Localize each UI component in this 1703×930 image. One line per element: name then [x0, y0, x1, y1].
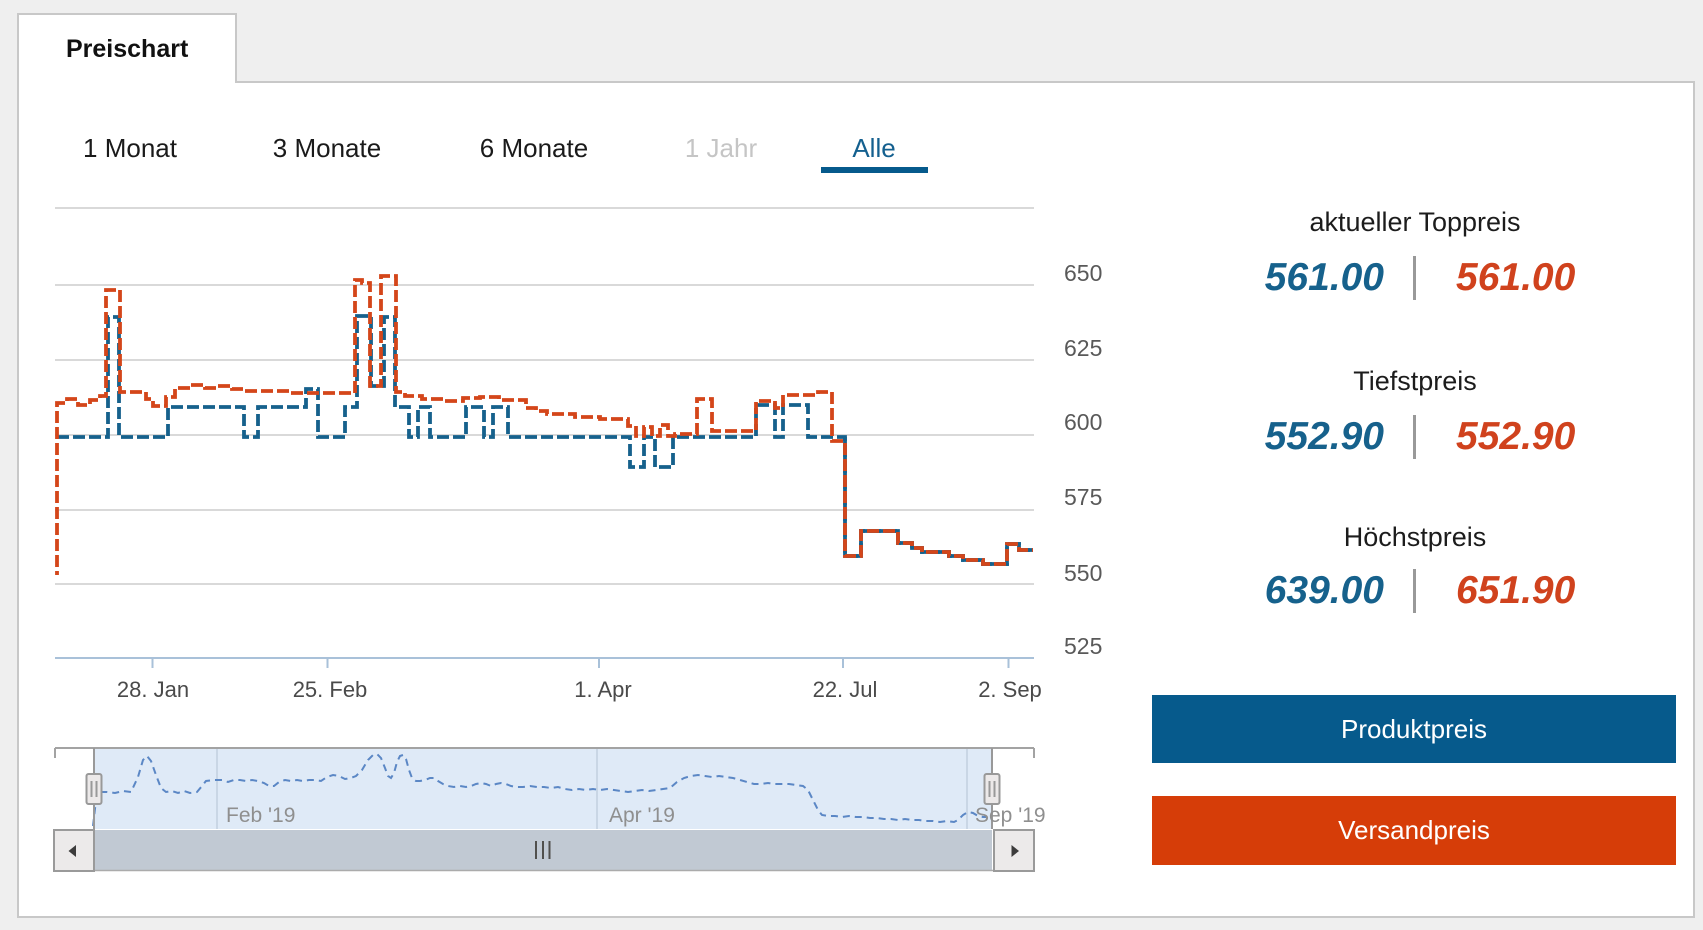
svg-text:525: 525 — [1064, 633, 1102, 659]
svg-text:575: 575 — [1064, 484, 1102, 510]
svg-text:Feb '19: Feb '19 — [226, 804, 295, 827]
svg-text:1. Apr: 1. Apr — [574, 677, 631, 702]
svg-text:Apr '19: Apr '19 — [609, 804, 675, 827]
svg-text:650: 650 — [1064, 260, 1102, 286]
svg-text:2. Sep: 2. Sep — [978, 677, 1042, 702]
svg-text:25. Feb: 25. Feb — [293, 677, 368, 702]
svg-text:600: 600 — [1064, 409, 1102, 435]
svg-text:Sep '19: Sep '19 — [975, 804, 1046, 827]
svg-text:28. Jan: 28. Jan — [117, 677, 189, 702]
svg-text:625: 625 — [1064, 335, 1102, 361]
svg-text:22. Jul: 22. Jul — [813, 677, 878, 702]
svg-text:550: 550 — [1064, 560, 1102, 586]
